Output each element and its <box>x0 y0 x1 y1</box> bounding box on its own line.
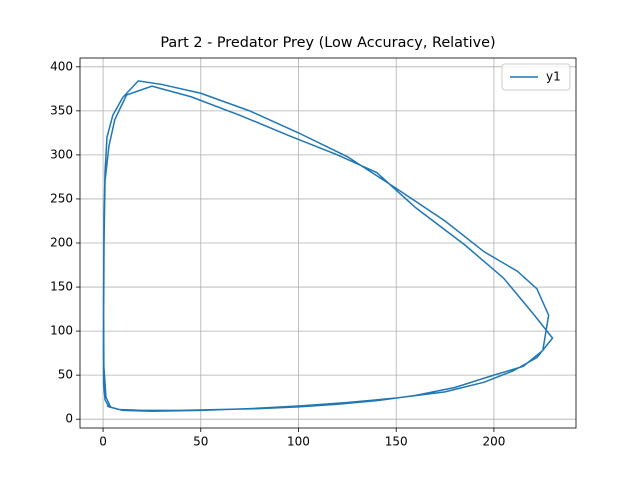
y-tick-label: 300 <box>50 147 73 161</box>
line <box>102 80 554 413</box>
y-tick-label: 200 <box>50 236 73 250</box>
y-tick-label: 350 <box>50 103 73 117</box>
y-tick-label: 100 <box>50 324 73 338</box>
x-tick-label: 150 <box>385 435 408 449</box>
x-tick-label: 50 <box>193 435 208 449</box>
plot-frame <box>79 57 577 429</box>
x-tick-label: 200 <box>482 435 505 449</box>
x-tick-label: 0 <box>99 435 107 449</box>
y-tick-label: 400 <box>50 59 73 73</box>
y-tick-label: 0 <box>65 412 73 426</box>
y-tick-label: 50 <box>58 368 73 382</box>
y-tick-label: 250 <box>50 191 73 205</box>
chart-title: Part 2 - Predator Prey (Low Accuracy, Re… <box>160 35 495 51</box>
x-tick-label: 100 <box>287 435 310 449</box>
legend-label: y1 <box>546 70 561 84</box>
y-tick-label: 150 <box>50 280 73 294</box>
